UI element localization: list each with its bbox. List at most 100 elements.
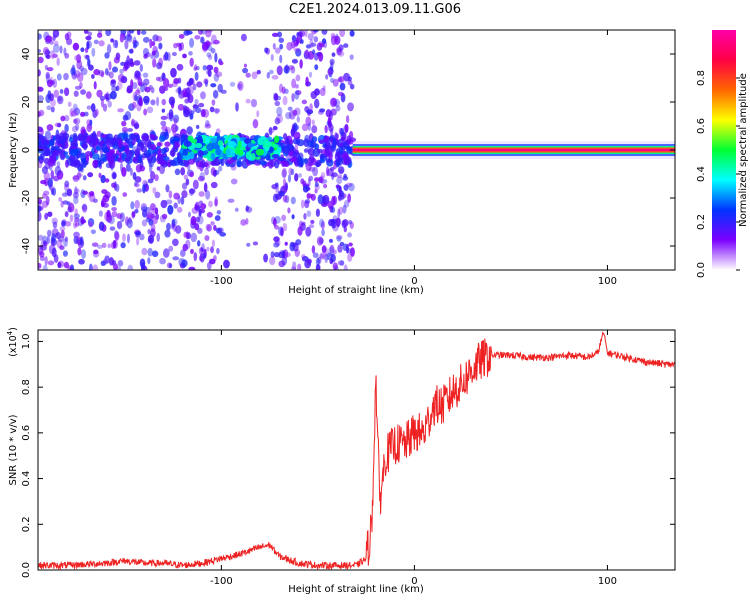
heatmap-cell xyxy=(62,200,69,205)
heatmap-cell xyxy=(160,120,167,127)
heatmap-cell xyxy=(73,231,80,238)
heatmap-cell xyxy=(281,169,287,179)
heatmap-cell xyxy=(141,247,148,256)
heatmap-cell xyxy=(166,112,173,120)
heatmap-cell xyxy=(201,243,205,252)
snr-x-axis: -100 0 100 xyxy=(210,330,617,587)
heatmap-cell xyxy=(206,142,214,152)
heatmap-cell xyxy=(322,85,326,91)
heatmap-cell xyxy=(308,224,315,229)
heatmap-cell xyxy=(284,64,289,71)
heatmap-cell xyxy=(122,114,129,121)
heatmap-cell xyxy=(74,117,81,125)
heatmap-cell xyxy=(272,42,276,50)
heatmap-cell xyxy=(216,210,222,215)
heatmap-cell xyxy=(134,176,142,183)
heatmap-cell xyxy=(81,204,87,211)
heatmap-cell xyxy=(295,84,299,89)
heatmap-cell xyxy=(53,40,59,46)
heatmap-cell xyxy=(256,69,261,75)
heatmap-cell xyxy=(45,71,51,79)
heatmap-cell xyxy=(187,94,194,104)
heatmap-cell xyxy=(69,108,74,118)
heatmap-cell xyxy=(96,89,103,98)
heatmap-cell xyxy=(288,174,292,183)
heatmap-cell xyxy=(128,144,134,149)
heatmap-cell xyxy=(285,143,294,152)
heatmap-cell xyxy=(44,256,48,266)
heatmap-cell xyxy=(164,141,171,147)
heatmap-cell xyxy=(52,187,57,196)
heatmap-cell xyxy=(136,237,140,246)
heatmap-cell xyxy=(335,234,343,240)
heatmap-cell xyxy=(98,172,102,179)
x-tick-label: 0 xyxy=(411,576,417,587)
heatmap-cell xyxy=(158,42,163,50)
heatmap-cell xyxy=(219,232,227,237)
heatmap-cell xyxy=(47,159,56,167)
heatmap-cell xyxy=(141,219,147,227)
heatmap-cell xyxy=(335,105,341,112)
x-tick-label: 100 xyxy=(598,276,617,287)
heatmap-cell xyxy=(136,30,141,36)
heatmap-cell xyxy=(142,184,146,194)
heatmap-cell xyxy=(194,222,200,231)
heatmap-cell xyxy=(64,114,70,122)
heatmap-cell xyxy=(202,253,206,260)
heatmap-cell xyxy=(325,74,329,80)
heatmap-cell xyxy=(329,244,335,254)
heatmap-cell xyxy=(209,106,215,113)
heatmap-cell xyxy=(314,161,321,167)
heatmap-cell xyxy=(57,261,62,269)
heatmap-cell xyxy=(218,165,223,172)
heatmap-cell xyxy=(159,257,166,265)
heatmap-cell xyxy=(185,239,191,250)
heatmap-cell xyxy=(38,146,43,152)
heatmap-cell xyxy=(46,229,52,237)
heatmap-cell xyxy=(347,232,352,238)
heatmap-cell xyxy=(147,257,151,265)
heatmap-cell xyxy=(132,172,137,180)
heatmap-cell xyxy=(108,149,115,156)
heatmap-cell xyxy=(112,39,118,49)
heatmap-cell xyxy=(293,131,301,140)
heatmap-cell xyxy=(64,52,70,59)
heatmap-cell xyxy=(231,152,236,158)
heatmap-cell xyxy=(146,106,154,114)
heatmap-cell xyxy=(49,93,54,102)
heatmap-cell xyxy=(180,196,185,205)
heatmap-cell xyxy=(92,264,99,270)
heatmap-cell xyxy=(50,139,55,146)
heatmap-cell xyxy=(207,45,213,51)
heatmap-cell xyxy=(42,46,50,56)
heatmap-cell xyxy=(131,211,136,218)
heatmap-cell xyxy=(64,211,69,218)
heatmap-cell xyxy=(89,119,93,126)
heatmap-cell xyxy=(259,160,267,166)
heatmap-cell xyxy=(193,66,198,71)
heatmap-cell xyxy=(182,243,187,252)
heatmap-cell xyxy=(342,219,349,227)
heatmap-cell xyxy=(155,35,163,42)
heatmap-cell xyxy=(272,193,279,203)
heatmap-cell xyxy=(281,86,286,94)
heatmap-cell xyxy=(86,119,91,126)
heatmap-cell xyxy=(149,170,156,181)
heatmap-cell xyxy=(143,78,150,86)
heatmap-cell xyxy=(295,74,301,82)
heatmap-cell xyxy=(82,175,87,181)
heatmap-cell xyxy=(316,236,324,246)
heatmap-cell xyxy=(278,190,285,197)
heatmap-cell xyxy=(290,196,296,205)
heatmap-cell xyxy=(39,256,46,262)
heatmap-cell xyxy=(119,68,124,74)
heatmap-cell xyxy=(300,39,304,44)
heatmap-cell xyxy=(251,152,256,161)
heatmap-cell xyxy=(223,259,230,269)
heatmap-cell xyxy=(318,52,324,62)
heatmap-cell xyxy=(47,260,55,266)
y-tick-label: 0.8 xyxy=(21,379,32,395)
snr-scale-prefix: (x10 xyxy=(8,335,19,356)
heatmap-cell xyxy=(140,30,147,35)
heatmap-cell xyxy=(319,252,327,260)
